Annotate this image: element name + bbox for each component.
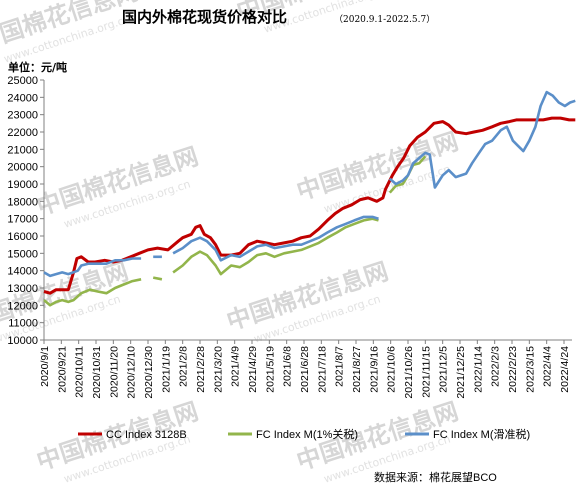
x-axis: 2020/9/1 2020/9/21 2020/10/11 2020/10/31 202… bbox=[39, 339, 572, 399]
chart-title: 国内外棉花现货价格对比 bbox=[122, 8, 287, 26]
x-tick-label: 2021/11/15 bbox=[420, 346, 432, 398]
y-tick-label: 20000 bbox=[7, 162, 38, 174]
series-line bbox=[43, 278, 142, 307]
legend: CC Index 3128B FC Index M(1%关税) FC Index M… bbox=[78, 427, 530, 441]
x-tick-label: 2020/10/31 bbox=[91, 346, 103, 399]
unit-label: 单位：元/吨 bbox=[8, 60, 67, 74]
legend-item: CC Index 3128B bbox=[78, 429, 187, 441]
legend-label: FC Index M(滑准税) bbox=[433, 427, 530, 441]
y-axis: 10000 11000 12000 13000 14000 15000 16000 17000… bbox=[7, 75, 45, 347]
series-line bbox=[152, 276, 163, 281]
y-tick-label: 22000 bbox=[7, 127, 38, 139]
x-tick-label: 2021/4/9 bbox=[230, 346, 242, 387]
series-line bbox=[172, 215, 379, 262]
x-tick-label: 2021/6/8 bbox=[282, 346, 294, 387]
source-note: 数据来源：棉花展望BCO bbox=[374, 470, 497, 484]
legend-item: FC Index M(滑准税) bbox=[405, 427, 530, 441]
series-line bbox=[43, 257, 142, 278]
y-tick-label: 25000 bbox=[7, 75, 38, 87]
legend-item: FC Index M(1%关税) bbox=[228, 427, 358, 441]
series-line bbox=[388, 90, 576, 189]
legend-label: FC Index M(1%关税) bbox=[256, 427, 358, 441]
y-tick-label: 13000 bbox=[7, 283, 38, 295]
x-tick-label: 2021/10/26 bbox=[403, 346, 415, 399]
y-tick-label: 21000 bbox=[7, 144, 38, 156]
x-tick-label: 2020/9/21 bbox=[56, 346, 68, 393]
y-tick-label: 11000 bbox=[8, 318, 38, 330]
x-tick-label: 2021/5/19 bbox=[264, 346, 276, 393]
x-tick-label: 2022/3/15 bbox=[524, 346, 536, 393]
y-tick-label: 23000 bbox=[7, 110, 38, 122]
y-tick-label: 12000 bbox=[7, 300, 38, 312]
x-tick-label: 2021/3/20 bbox=[212, 346, 224, 393]
chart-subtitle: （2020.9.1-2022.5.7） bbox=[334, 14, 435, 25]
y-tick-label: 15000 bbox=[7, 248, 38, 260]
y-tick-label: 10000 bbox=[7, 335, 38, 347]
watermark-layer: 中国棉花信息网www.cottonchina.org.cn中国棉花信息网www.… bbox=[0, 0, 462, 486]
x-tick-label: 2022/2/23 bbox=[507, 346, 519, 393]
x-tick-label: 2021/8/27 bbox=[351, 346, 363, 393]
x-tick-label: 2021/2/28 bbox=[195, 346, 207, 393]
x-tick-label: 2022/1/14 bbox=[472, 346, 484, 393]
y-tick-label: 18000 bbox=[7, 196, 38, 208]
y-tick-label: 24000 bbox=[7, 92, 38, 104]
x-tick-label: 2020/12/10 bbox=[126, 346, 138, 399]
x-tick-label: 2020/12/30 bbox=[143, 346, 155, 399]
x-tick-label: 2021/12/5 bbox=[438, 346, 450, 393]
series-3 bbox=[43, 90, 576, 278]
x-tick-label: 2022/4/24 bbox=[559, 346, 571, 393]
x-tick-label: 2021/6/28 bbox=[299, 346, 311, 393]
x-tick-label: 2020/11/20 bbox=[108, 346, 120, 398]
x-tick-label: 2021/10/6 bbox=[386, 346, 398, 393]
x-tick-label: 2021/8/7 bbox=[334, 346, 346, 387]
y-tick-label: 17000 bbox=[7, 214, 38, 226]
x-tick-label: 2021/2/8 bbox=[178, 346, 190, 387]
x-tick-label: 2021/4/29 bbox=[247, 346, 259, 393]
x-tick-label: 2021/1/19 bbox=[160, 346, 172, 393]
y-tick-label: 14000 bbox=[7, 266, 38, 278]
x-tick-label: 2020/10/11 bbox=[74, 346, 86, 398]
x-tick-label: 2021/9/16 bbox=[368, 346, 380, 393]
x-tick-label: 2021/7/18 bbox=[316, 346, 328, 393]
x-tick-label: 2022/2/3 bbox=[490, 346, 502, 387]
legend-label: CC Index 3128B bbox=[106, 429, 187, 441]
x-tick-label: 2021/12/25 bbox=[455, 346, 467, 399]
y-tick-label: 16000 bbox=[7, 231, 38, 243]
plot-area bbox=[43, 90, 576, 307]
x-tick-label: 2020/9/1 bbox=[39, 346, 51, 387]
series-line bbox=[172, 217, 379, 276]
y-tick-label: 19000 bbox=[7, 179, 38, 191]
x-tick-label: 2022/4/4 bbox=[542, 346, 554, 387]
